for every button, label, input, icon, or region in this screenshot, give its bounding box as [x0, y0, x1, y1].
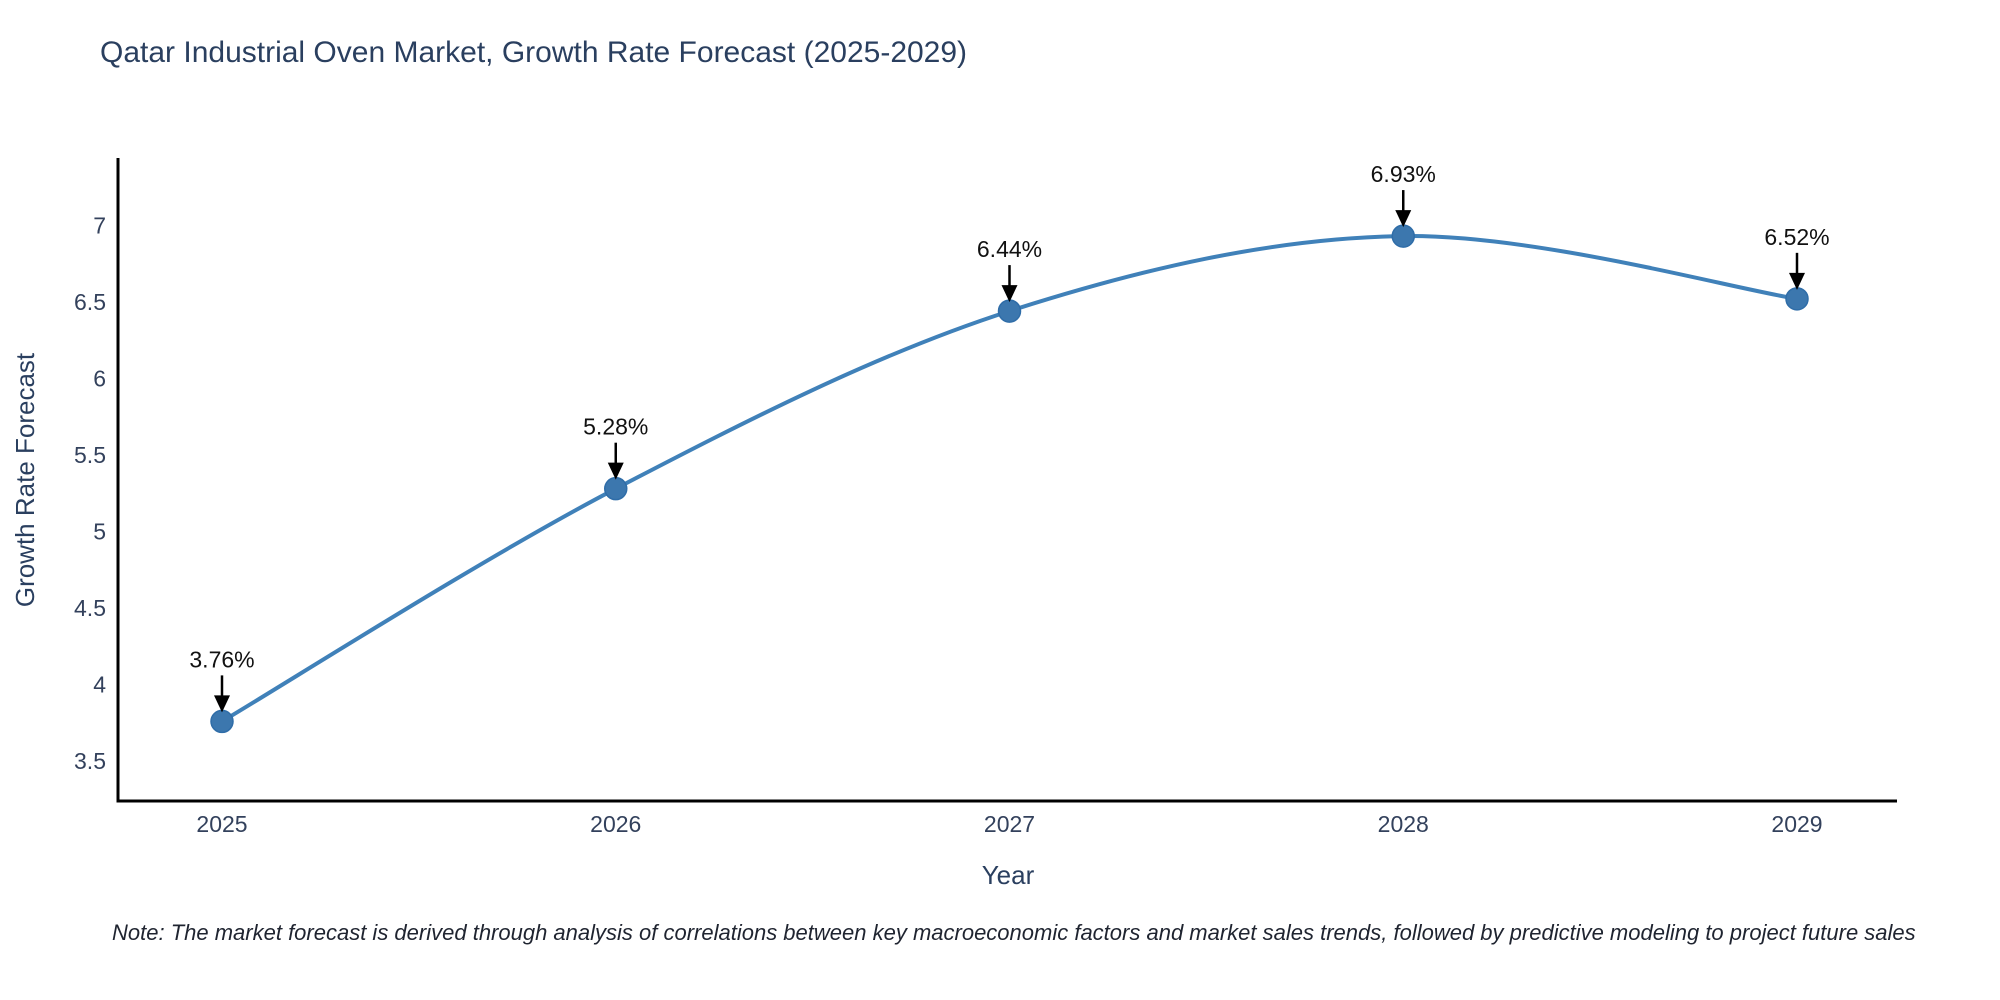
- x-axis-tick-labels: 2025 2026 2027 2028 2029: [196, 811, 1822, 837]
- data-point-label: 6.52%: [1764, 224, 1829, 250]
- y-axis-tick-labels: 3.5 4 4.5 5 5.5 6 6.5 7: [74, 212, 106, 774]
- data-point-label: 5.28%: [583, 414, 648, 440]
- data-point-marker: [1391, 224, 1415, 248]
- data-point-marker: [604, 476, 628, 501]
- x-tick-label: 2025: [196, 811, 247, 837]
- y-tick-label: 4: [93, 672, 106, 698]
- data-point-label: 6.44%: [977, 236, 1042, 262]
- y-tick-label: 3.5: [74, 748, 106, 774]
- footnote: Note: The market forecast is derived thr…: [112, 920, 1916, 945]
- annotation-arrowhead: [1395, 210, 1412, 228]
- data-point-label: 3.76%: [189, 646, 254, 672]
- y-axis-title: Growth Rate Forecast: [10, 352, 40, 607]
- data-point-marker: [210, 709, 234, 734]
- point-annotations: 3.76% 5.28% 6.44% 6.93% 6.52%: [189, 161, 1830, 713]
- x-tick-label: 2028: [1378, 811, 1429, 837]
- annotation-arrowhead: [214, 695, 230, 713]
- data-point-marker: [997, 299, 1022, 323]
- y-tick-label: 5: [93, 519, 106, 545]
- annotation-arrowhead: [1789, 272, 1805, 290]
- annotation-arrowhead: [607, 462, 624, 480]
- annotation-arrowhead: [1001, 285, 1018, 303]
- data-point-marker: [1785, 287, 1809, 311]
- y-tick-label: 7: [93, 212, 106, 238]
- data-point-label: 6.93%: [1371, 161, 1436, 187]
- y-tick-label: 6: [93, 365, 106, 391]
- x-tick-label: 2026: [590, 811, 641, 837]
- x-tick-label: 2027: [984, 811, 1035, 837]
- x-axis-title: Year: [982, 860, 1035, 890]
- y-tick-label: 4.5: [74, 595, 106, 621]
- x-tick-label: 2029: [1771, 811, 1822, 837]
- chart-title: Qatar Industrial Oven Market, Growth Rat…: [100, 36, 968, 69]
- y-tick-label: 5.5: [74, 442, 106, 468]
- y-tick-label: 6.5: [74, 289, 106, 315]
